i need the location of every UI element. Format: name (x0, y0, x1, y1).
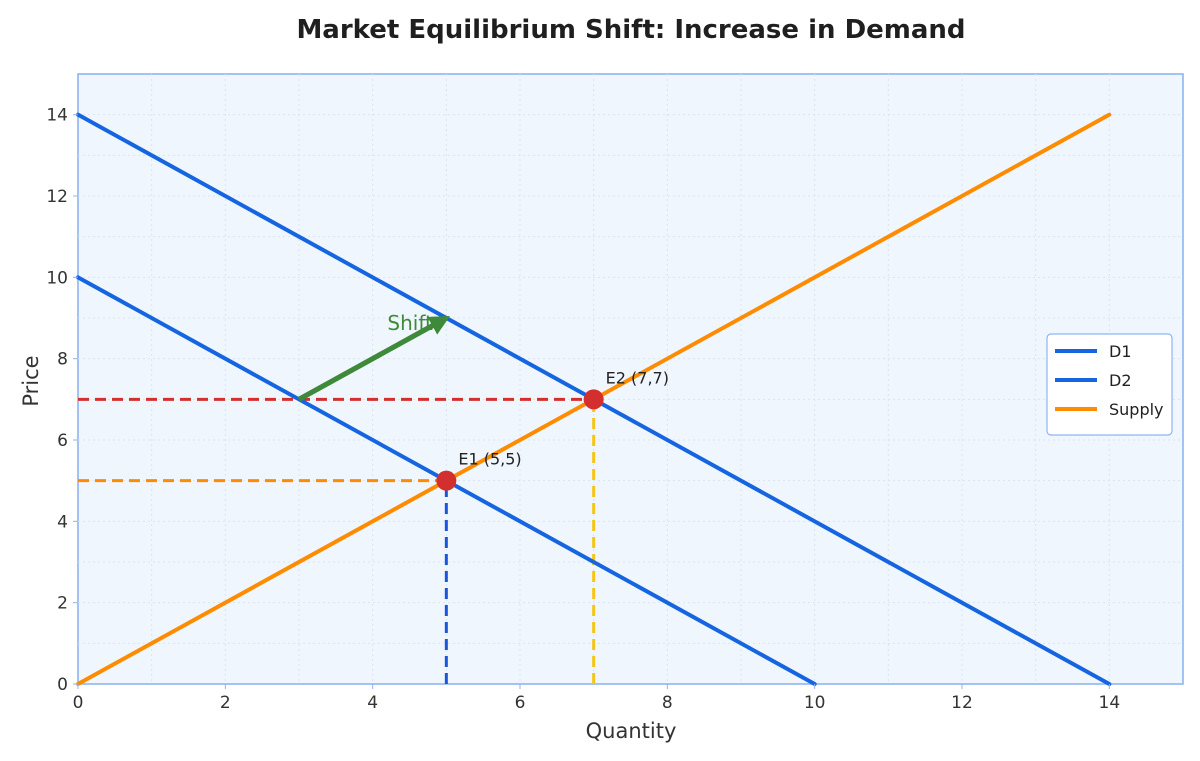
legend-entry-label: D2 (1109, 371, 1132, 390)
equilibrium-label: E1 (5,5) (458, 450, 521, 469)
y-tick-label: 14 (46, 106, 68, 126)
x-tick-label: 0 (73, 693, 84, 713)
x-tick-label: 14 (1099, 693, 1121, 713)
y-axis-label: Price (19, 355, 43, 406)
x-tick-label: 4 (367, 693, 378, 713)
y-tick-label: 2 (57, 594, 68, 614)
x-tick-label: 12 (951, 693, 973, 713)
axis-ticks: 0 2 4 6 8 10 12 14 0 2 4 6 8 10 12 14 (46, 106, 1120, 713)
legend: D1 D2 Supply (1046, 333, 1173, 436)
equilibrium-point (583, 389, 604, 410)
shift-arrow-group: Shift (297, 311, 450, 402)
chart-title: Market Equilibrium Shift: Increase in De… (296, 15, 965, 45)
y-tick-label: 8 (57, 350, 68, 370)
equilibrium-point (436, 470, 457, 491)
x-tick-label: 8 (662, 693, 673, 713)
y-tick-label: 0 (57, 675, 68, 695)
equilibrium-points: E1 (5,5) E2 (7,7) (436, 368, 669, 491)
equilibrium-label: E2 (7,7) (606, 368, 669, 387)
y-tick-label: 10 (46, 268, 68, 288)
x-tick-label: 6 (515, 693, 526, 713)
y-tick-label: 6 (57, 431, 68, 451)
x-tick-label: 10 (804, 693, 826, 713)
legend-entry-label: D1 (1109, 342, 1132, 361)
legend-entry-label: Supply (1109, 400, 1164, 419)
x-axis-label: Quantity (586, 719, 677, 743)
guide-lines (78, 397, 596, 684)
y-tick-label: 4 (57, 512, 68, 532)
x-tick-label: 2 (220, 693, 231, 713)
y-tick-label: 12 (46, 187, 68, 207)
shift-arrow-overlay (297, 315, 450, 402)
